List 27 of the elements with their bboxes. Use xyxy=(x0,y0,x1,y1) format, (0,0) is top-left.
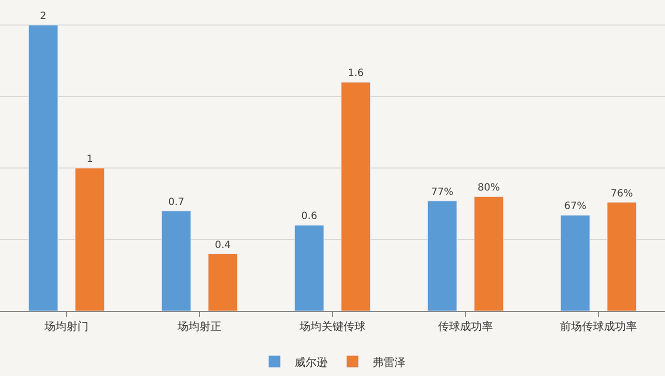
x-tick-label: 前场传球成功率 xyxy=(560,320,637,334)
legend-label: 弗雷泽 xyxy=(372,356,406,369)
data-label: 1 xyxy=(86,154,93,166)
legend-label: 威尔逊 xyxy=(294,356,328,369)
data-label: 2 xyxy=(40,11,46,22)
data-label: 1.6 xyxy=(348,68,364,80)
data-label: 80% xyxy=(478,182,500,194)
bar xyxy=(474,196,504,311)
x-tick-label: 场均关键传球 xyxy=(298,320,366,334)
data-label: 0.6 xyxy=(301,211,318,222)
data-label: 76% xyxy=(610,188,633,200)
x-tick-label: 场均射正 xyxy=(176,320,222,334)
bar xyxy=(161,210,192,311)
bar xyxy=(340,82,371,311)
bar xyxy=(208,254,238,311)
bar xyxy=(294,224,324,311)
bar xyxy=(560,214,590,311)
bar xyxy=(74,168,105,311)
data-label: 77% xyxy=(431,186,454,198)
bar xyxy=(606,202,637,311)
x-tick-label: 场均射门 xyxy=(44,320,88,334)
bar xyxy=(28,24,58,311)
bar xyxy=(427,200,458,311)
data-label: 67% xyxy=(564,201,586,212)
data-label: 0.4 xyxy=(214,240,231,251)
data-label: 0.7 xyxy=(168,196,184,208)
x-tick-label: 传球成功率 xyxy=(438,320,493,334)
